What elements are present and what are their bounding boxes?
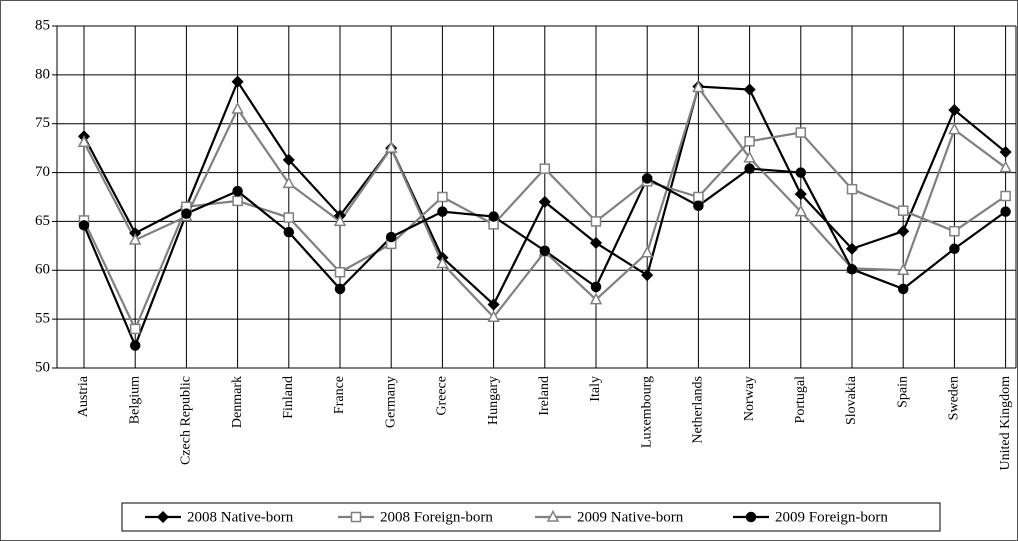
x-tick-label: Czech Republic <box>179 376 194 465</box>
y-tick-label: 75 <box>35 115 50 131</box>
data-point <box>693 191 704 203</box>
y-tick-label: 65 <box>35 213 50 229</box>
data-point <box>641 269 654 282</box>
x-tick-label: Ireland <box>537 376 552 416</box>
y-tick-label: 70 <box>35 164 50 180</box>
data-point <box>488 211 499 222</box>
data-point <box>282 153 295 166</box>
data-point <box>794 188 807 201</box>
data-point <box>999 145 1012 159</box>
x-tick-label: Italy <box>588 376 603 402</box>
x-tick-label: Netherlands <box>691 376 706 444</box>
data-point <box>129 340 141 351</box>
data-point <box>845 242 859 255</box>
x-tick-label: Luxembourg <box>639 376 654 448</box>
data-point <box>640 245 654 258</box>
x-tick-label: Spain <box>895 376 910 408</box>
y-tick-label: 60 <box>35 262 50 278</box>
data-point <box>846 264 858 275</box>
data-point <box>539 245 551 256</box>
data-point <box>589 292 603 305</box>
data-point <box>487 310 500 322</box>
x-tick-label: Germany <box>383 376 398 428</box>
legend-label: 2009 Native-born <box>577 509 684 525</box>
data-point <box>1000 190 1011 202</box>
data-point <box>77 135 91 148</box>
data-point <box>437 206 448 217</box>
legend-marker <box>745 511 757 523</box>
data-point <box>896 263 910 276</box>
data-point <box>78 220 90 231</box>
data-point <box>384 141 398 153</box>
x-tick-label: Greece <box>435 376 450 416</box>
x-tick-label: Sweden <box>947 376 962 420</box>
data-point <box>949 243 960 255</box>
y-tick-label: 55 <box>35 311 50 327</box>
x-tick-label: Belgium <box>127 376 142 424</box>
data-point <box>538 195 551 208</box>
data-point <box>692 80 705 93</box>
data-point <box>948 103 961 117</box>
data-point <box>539 163 551 174</box>
x-tick-label: France <box>332 376 347 414</box>
x-tick-label: Portugal <box>793 376 808 424</box>
data-point <box>948 122 961 135</box>
data-point <box>744 136 755 147</box>
data-point <box>129 323 141 335</box>
data-point <box>231 101 244 114</box>
data-point <box>437 191 448 203</box>
x-tick-label: Slovakia <box>844 375 859 425</box>
data-point <box>590 216 602 227</box>
data-point <box>283 226 295 238</box>
data-point <box>743 83 756 96</box>
data-point <box>181 208 192 219</box>
data-point <box>590 281 602 293</box>
data-point <box>589 236 603 249</box>
x-tick-label: United Kingdom <box>998 376 1013 471</box>
data-point <box>743 150 756 163</box>
data-point <box>846 183 858 195</box>
x-tick-label: Austria <box>76 375 91 417</box>
legend-marker <box>350 511 362 523</box>
data-point <box>795 127 807 138</box>
y-tick-label: 85 <box>35 17 50 33</box>
x-tick-label: Norway <box>742 376 757 421</box>
x-tick-label: Finland <box>281 376 296 419</box>
legend-label: 2008 Native-born <box>187 509 294 525</box>
data-point <box>232 195 243 207</box>
data-point <box>795 167 807 178</box>
data-point <box>333 214 347 227</box>
x-tick-label: Hungary <box>486 376 501 425</box>
data-point <box>128 232 142 245</box>
data-point <box>897 205 909 216</box>
data-point <box>949 225 960 237</box>
data-point <box>231 75 244 88</box>
legend-marker <box>546 509 560 522</box>
data-point <box>282 176 296 189</box>
data-point <box>487 298 500 311</box>
data-point <box>334 266 346 278</box>
legend-label: 2009 Foreign-born <box>775 509 888 525</box>
data-point <box>232 185 243 197</box>
data-point <box>436 256 449 269</box>
data-point <box>283 212 295 223</box>
data-point <box>897 225 910 238</box>
data-point <box>641 173 653 184</box>
y-tick-label: 50 <box>35 359 50 375</box>
data-point <box>385 231 397 243</box>
data-point <box>999 160 1012 173</box>
x-tick-label: Denmark <box>230 376 245 428</box>
y-tick-label: 80 <box>35 66 50 82</box>
legend-marker <box>156 510 170 524</box>
legend-box <box>121 502 941 532</box>
data-point <box>1000 206 1011 217</box>
data-point <box>693 200 704 212</box>
data-point <box>897 283 909 295</box>
data-point <box>334 283 346 295</box>
data-point <box>744 163 755 174</box>
legend-label: 2008 Foreign-born <box>380 509 493 525</box>
data-point <box>794 204 808 217</box>
